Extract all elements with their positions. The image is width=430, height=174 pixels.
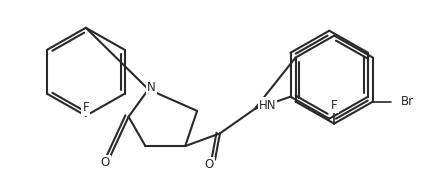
Text: N: N: [147, 81, 156, 94]
Text: F: F: [83, 101, 89, 114]
Text: HN: HN: [259, 98, 276, 112]
Text: F: F: [331, 98, 338, 112]
Text: O: O: [100, 156, 109, 169]
Text: Br: Br: [401, 95, 414, 108]
Text: O: O: [204, 158, 214, 171]
